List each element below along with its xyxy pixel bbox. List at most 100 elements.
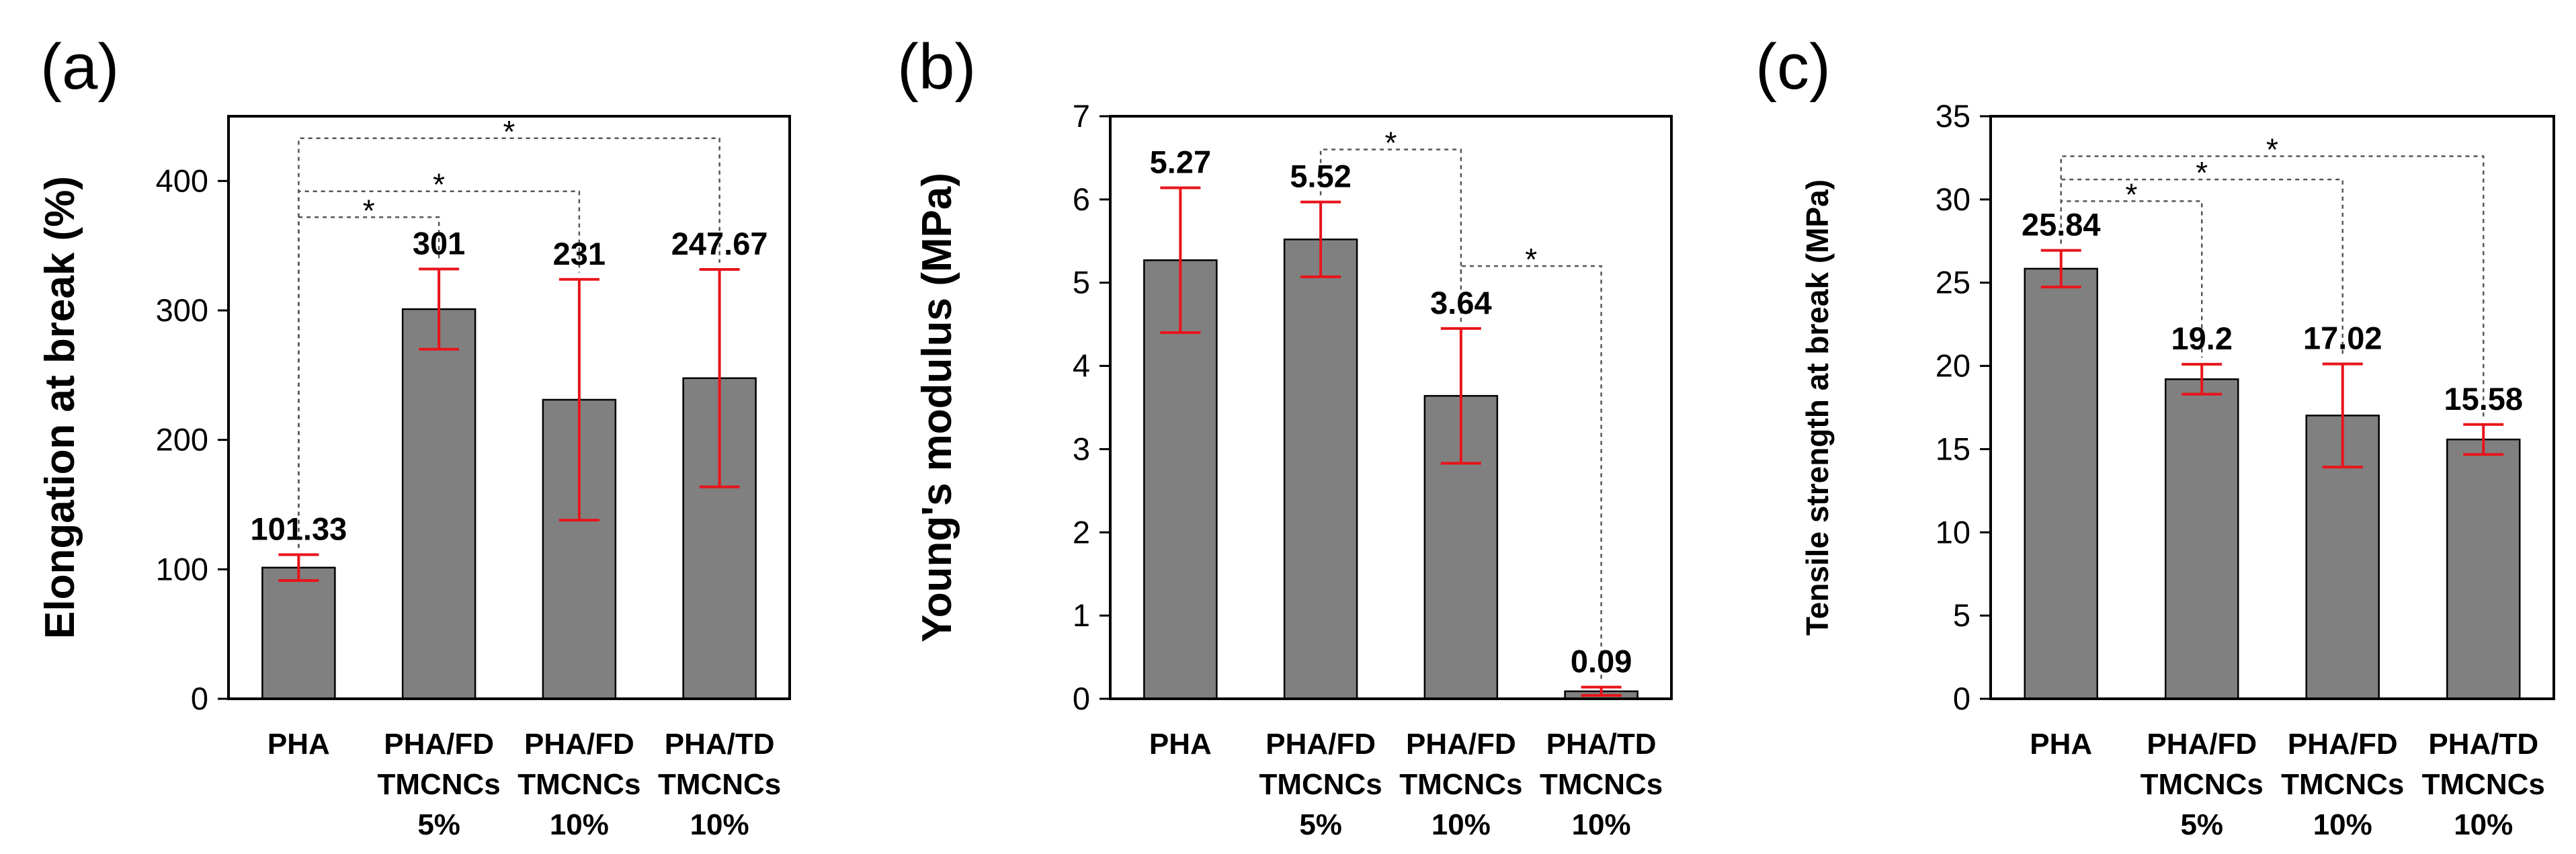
x-tick-label-line: PHA/FD (524, 728, 634, 761)
bar (2446, 438, 2521, 700)
x-tick-label-line: TMCNCs (2141, 768, 2263, 801)
data-label: 19.2 (2171, 321, 2233, 356)
panel-letter: (b) (897, 31, 976, 103)
y-tick-label: 1 (1073, 597, 1090, 633)
y-tick-label: 200 (156, 422, 208, 458)
x-tick-label-line: 5% (2180, 808, 2223, 841)
significance-star: * (2126, 177, 2138, 212)
x-tick-label: PHA/TD TMCNCs 10% (1540, 728, 1663, 841)
x-tick-label-line: 10% (2454, 808, 2513, 841)
panel-letter: (a) (40, 31, 119, 103)
y-tick-label: 5 (1953, 597, 1970, 633)
x-tick-label-line: PHA (267, 728, 330, 761)
chart-panel-1: (a) Elongation at break (%) 0 100 200 300 400 *… (37, 31, 791, 841)
y-tick-label: 0 (1073, 681, 1090, 716)
y-tick-label: 7 (1073, 98, 1090, 134)
significance-bracket (1460, 265, 1602, 681)
bar (261, 566, 336, 700)
x-tick-label-line: 5% (417, 808, 460, 841)
bar (2165, 378, 2239, 700)
significance-bracket (298, 216, 440, 548)
x-tick-label: PHA (267, 728, 330, 761)
y-axis-label: Young's modulus (MPa) (914, 173, 960, 642)
x-tick-label-line: PHA/FD (2288, 728, 2398, 761)
x-tick-label: PHA/FD TMCNCs 5% (1259, 728, 1382, 841)
x-tick-label-line: 5% (1299, 808, 1342, 841)
x-tick-label: PHA (2030, 728, 2092, 761)
x-tick-label-line: TMCNCs (2422, 768, 2545, 801)
y-tick-label: 35 (1936, 98, 1970, 134)
x-tick-label-line: TMCNCs (1259, 768, 1382, 801)
x-tick-label-line: 10% (550, 808, 609, 841)
x-tick-label-line: PHA/FD (1265, 728, 1376, 761)
y-tick-label: 4 (1073, 348, 1090, 384)
y-tick-label: 30 (1936, 181, 1970, 217)
x-tick-label-line: PHA (1149, 728, 1212, 761)
y-tick-label: 20 (1936, 348, 1970, 384)
x-tick-label: PHA/FD TMCNCs 10% (1399, 728, 1522, 841)
x-tick-label-line: PHA/FD (1406, 728, 1516, 761)
plot-frame (1109, 115, 1673, 700)
x-tick-label: PHA/FD TMCNCs 5% (377, 728, 500, 841)
plot-frame (1989, 115, 2555, 700)
data-label: 101.33 (250, 511, 347, 547)
data-label: 15.58 (2444, 381, 2523, 417)
data-label: 5.27 (1150, 144, 1211, 180)
y-axis-label: Tensile strength at break (MPa) (1800, 179, 1835, 636)
x-tick-label-line: TMCNCs (1540, 768, 1663, 801)
x-tick-label-line: 10% (2313, 808, 2372, 841)
x-tick-label: PHA (1149, 728, 1212, 761)
data-label: 301 (413, 225, 465, 261)
x-tick-label-line: PHA/TD (2428, 728, 2538, 761)
y-tick-label: 300 (156, 292, 208, 328)
x-tick-label: PHA/FD TMCNCs 10% (2281, 728, 2404, 841)
data-label: 0.09 (1571, 644, 1632, 679)
x-tick-label: PHA/TD TMCNCs 10% (658, 728, 781, 841)
x-tick-label-line: TMCNCs (517, 768, 640, 801)
data-label: 25.84 (2022, 207, 2101, 243)
significance-bracket (1319, 148, 1462, 282)
y-axis-label: Elongation at break (%) (37, 176, 83, 639)
panel-letter: (c) (1755, 31, 1831, 103)
x-tick-label-line: 10% (1572, 808, 1631, 841)
x-tick-label-line: PHA (2030, 728, 2092, 761)
significance-bracket (2060, 178, 2343, 357)
chart-panel-3: (c) Tensile strength at break (MPa) 0 5 10 15… (1755, 31, 2555, 841)
bar (401, 308, 476, 700)
y-tick-label: 10 (1936, 514, 1970, 550)
significance-bracket (298, 137, 720, 548)
y-tick-label: 0 (191, 681, 208, 716)
bar (1283, 239, 1358, 700)
y-tick-label: 100 (156, 551, 208, 587)
x-tick-label-line: TMCNCs (658, 768, 781, 801)
y-tick-label: 3 (1073, 431, 1090, 466)
x-tick-label: PHA/FD TMCNCs 5% (2141, 728, 2263, 841)
significance-star: * (433, 167, 445, 202)
x-tick-label: PHA/FD TMCNCs 10% (517, 728, 640, 841)
significance-bracket (2060, 200, 2203, 358)
significance-bracket (2060, 155, 2485, 418)
y-tick-label: 25 (1936, 265, 1970, 300)
y-tick-label: 5 (1073, 265, 1090, 300)
data-label: 17.02 (2303, 321, 2382, 356)
plot-frame (227, 115, 791, 700)
significance-star: * (1525, 242, 1537, 277)
significance-star: * (2266, 132, 2278, 167)
data-label: 5.52 (1290, 159, 1351, 194)
significance-star: * (1385, 126, 1397, 161)
x-tick-label-line: PHA/FD (384, 728, 494, 761)
y-tick-label: 2 (1073, 514, 1090, 550)
x-tick-label-line: TMCNCs (2281, 768, 2404, 801)
data-label: 231 (553, 236, 606, 271)
significance-star: * (2196, 155, 2208, 190)
data-label: 247.67 (671, 226, 768, 261)
chart-panel-2: (b) Young's modulus (MPa) 0 1 2 3 4 5 6 7 * * 5.27 PH… (897, 31, 1673, 841)
significance-star: * (503, 114, 515, 149)
x-tick-label-line: 10% (690, 808, 749, 841)
x-tick-label-line: PHA/TD (1546, 728, 1657, 761)
y-tick-label: 6 (1073, 181, 1090, 217)
x-tick-label-line: TMCNCs (1399, 768, 1522, 801)
significance-star: * (363, 193, 375, 228)
x-tick-label-line: PHA/FD (2147, 728, 2257, 761)
